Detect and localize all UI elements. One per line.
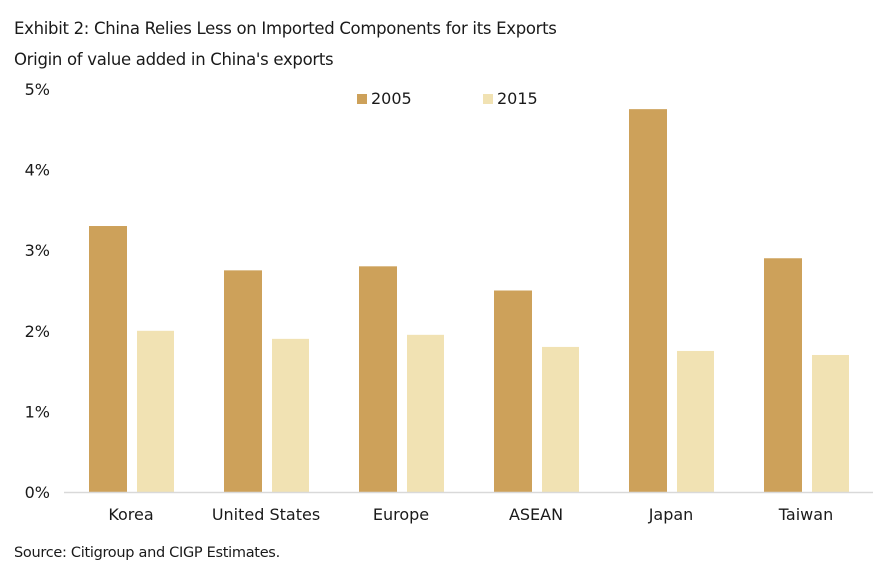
bar-2005-united-states (224, 270, 262, 492)
y-tick-label: 0% (25, 483, 50, 502)
bar-2015-japan (677, 350, 714, 492)
bar-2005-asean (494, 290, 532, 492)
y-tick-label: 5% (25, 80, 50, 99)
x-tick-label: Japan (648, 505, 694, 524)
bar-2015-europe (407, 334, 444, 492)
x-tick-label: Europe (373, 505, 429, 524)
x-tick-label: ASEAN (509, 505, 563, 524)
legend-label-2005: 2005 (371, 89, 412, 108)
bar-2005-korea (89, 226, 127, 492)
x-tick-label: Korea (108, 505, 153, 524)
legend-swatch-2005 (357, 94, 367, 104)
bars (89, 109, 849, 493)
x-tick-label: United States (212, 505, 320, 524)
chart-subtitle: Origin of value added in China's exports (14, 50, 334, 69)
bar-2005-japan (629, 109, 667, 493)
legend: 2005 2015 (357, 89, 538, 108)
bar-2015-asean (542, 346, 579, 492)
bar-2015-korea (137, 330, 174, 492)
legend-label-2015: 2015 (497, 89, 538, 108)
bar-2005-taiwan (764, 258, 802, 492)
bar-2015-taiwan (812, 354, 849, 492)
y-tick-label: 4% (25, 161, 50, 180)
legend-swatch-2015 (483, 94, 493, 104)
source-note: Source: Citigroup and CIGP Estimates. (14, 545, 280, 561)
y-axis-ticks: 0% 1% 2% 3% 4% 5% (25, 80, 50, 502)
bar-2015-united-states (272, 338, 309, 492)
chart-title: Exhibit 2: China Relies Less on Imported… (14, 19, 557, 38)
y-tick-label: 2% (25, 322, 50, 341)
x-axis-labels: Korea United States Europe ASEAN Japan Taiwan (108, 505, 833, 524)
bar-2005-europe (359, 266, 397, 492)
y-tick-label: 1% (25, 402, 50, 421)
x-tick-label: Taiwan (778, 505, 833, 524)
y-tick-label: 3% (25, 241, 50, 260)
